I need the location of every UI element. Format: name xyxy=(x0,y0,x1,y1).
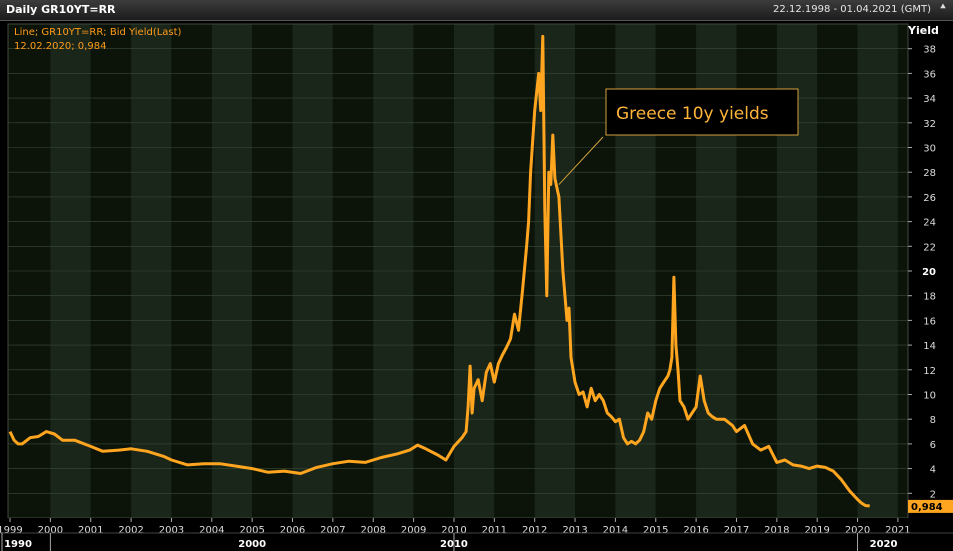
y-tick-label: 24 xyxy=(923,218,936,229)
y-tick-label: 28 xyxy=(923,168,936,179)
x-tick-label: 2007 xyxy=(320,525,345,536)
y-tick-label: 26 xyxy=(923,193,936,204)
y-tick-label: 8 xyxy=(930,415,936,426)
annotation-box xyxy=(605,88,799,136)
y-tick-label: 16 xyxy=(923,316,936,327)
y-axis-title: Yield xyxy=(907,24,939,37)
y-tick-label: 38 xyxy=(923,45,936,56)
x-tick-label: 2001 xyxy=(78,525,103,536)
decade-label: 2020 xyxy=(870,539,898,550)
decade-axis: 1990 2000 2010 2020 xyxy=(0,532,953,551)
decade-label: 1990 xyxy=(4,539,32,550)
x-axis: 1999 2000 2001 2002 2003 2004 2005 2006 2007 2008… xyxy=(0,518,953,551)
x-tick-label: 2015 xyxy=(643,525,668,536)
y-tick-label: 18 xyxy=(923,292,936,303)
y-tick-label: 36 xyxy=(923,69,936,80)
x-axis-background xyxy=(0,518,953,551)
y-tick-label: 30 xyxy=(923,144,936,155)
grid-lines xyxy=(8,48,908,494)
decade-label: 2010 xyxy=(440,539,468,550)
y-tick-label: 2 xyxy=(930,489,936,500)
x-tick-label: 2002 xyxy=(118,525,143,536)
x-tick-label: 2009 xyxy=(401,525,426,536)
decade-label: 2000 xyxy=(238,539,266,550)
x-tick-label: 2013 xyxy=(562,525,587,536)
annotation-leader-line xyxy=(558,136,604,185)
x-tick-label: 1999 xyxy=(0,525,23,536)
legend-last-point: 12.02.2020; 0,984 xyxy=(14,41,106,52)
x-tick-label: 2011 xyxy=(482,525,507,536)
x-tick-label: 2021 xyxy=(885,525,910,536)
y-tick-label: 12 xyxy=(923,366,936,377)
x-tick-label: 2005 xyxy=(239,525,264,536)
title-bar: Daily GR10YT=RR 22.12.1998 - 01.04.2021 … xyxy=(0,0,953,21)
y-tick-label: 10 xyxy=(923,391,936,402)
date-range-label: 22.12.1998 - 01.04.2021 (GMT) xyxy=(773,4,931,15)
series-line-gr10yt xyxy=(8,34,870,508)
legend-series-label: Line; GR10YT=RR; Bid Yield(Last) xyxy=(14,27,182,38)
x-tick-label: 2017 xyxy=(724,525,749,536)
last-value-marker xyxy=(908,499,953,513)
x-tick-label: 2018 xyxy=(764,525,789,536)
x-tick-label: 2004 xyxy=(199,525,224,536)
window-title: Daily GR10YT=RR xyxy=(6,3,116,16)
x-tick-label: 2000 xyxy=(38,525,63,536)
annotation-text: Greece 10y yields xyxy=(616,104,769,124)
last-value-label: 0,984 xyxy=(911,502,943,513)
x-tick-label: 2010 xyxy=(441,525,466,536)
y-tick-label: 14 xyxy=(923,341,936,352)
yield-chart: Yield2468101214161820222426283032343638 … xyxy=(0,23,953,551)
x-tick-label: 2006 xyxy=(280,525,305,536)
y-tick-label: 22 xyxy=(923,242,936,253)
y-tick-label: 34 xyxy=(923,94,936,105)
double-chevron-up-icon[interactable]: ⯅ xyxy=(939,2,947,13)
x-tick-label: 2020 xyxy=(845,525,870,536)
x-tick-label: 2003 xyxy=(159,525,184,536)
x-tick-label: 2008 xyxy=(361,525,386,536)
x-tick-label: 2012 xyxy=(522,525,547,536)
x-tick-label: 2014 xyxy=(603,525,628,536)
x-tick-label: 2019 xyxy=(804,525,829,536)
y-tick-label: 6 xyxy=(930,440,936,451)
x-tick-label: 2016 xyxy=(683,525,708,536)
y-tick-label: 20 xyxy=(922,267,936,278)
y-tick-label: 32 xyxy=(923,119,936,130)
y-tick-label: 4 xyxy=(930,465,936,476)
